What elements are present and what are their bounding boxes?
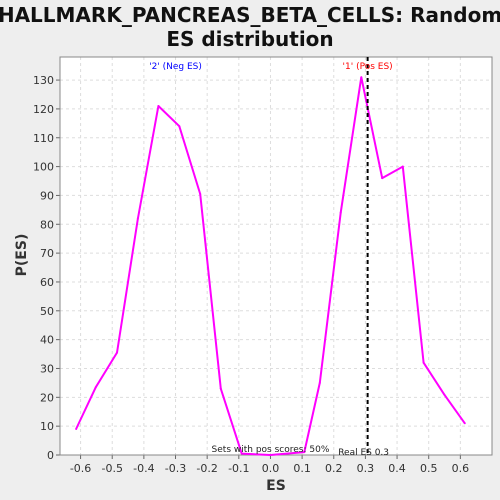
y-tick-label: 130 [33,74,54,87]
plot-area [60,57,492,455]
y-tick-label: 110 [33,132,54,145]
x-tick-label: -0.3 [165,462,186,475]
x-tick-label: 0.3 [357,462,375,475]
data-point [443,393,446,396]
real-es-label: Real ES 0.3 [338,448,389,458]
data-point [219,387,222,390]
data-point [269,454,272,456]
y-tick-label: 0 [47,449,54,462]
x-tick-label: 0.4 [388,462,406,475]
chart-title-line-1: HALLMARK_PANCREAS_BETA_CELLS: Random [0,3,500,27]
data-point [318,381,321,384]
y-tick-label: 50 [40,305,54,318]
data-point [360,76,363,79]
data-point [199,192,202,195]
data-point [75,428,78,431]
data-point [422,361,425,364]
y-tick-label: 30 [40,362,54,375]
y-tick-label: 120 [33,103,54,116]
series-group [75,76,466,456]
x-tick-label: 0.2 [325,462,343,475]
x-tick-label: -0.5 [101,462,122,475]
x-tick-label: 0.0 [262,462,280,475]
y-tick-label: 60 [40,276,54,289]
y-tick-label: 40 [40,334,54,347]
x-tick-label: 0.1 [293,462,311,475]
chart-title-line-2: ES distribution [166,27,333,51]
y-tick-label: 80 [40,218,54,231]
annotations: '2' (Neg ES) '1' (Pos ES) Sets with pos sc… [149,57,393,458]
axes: -0.6 -0.5 -0.4 -0.3 -0.2 -0.1 0.0 0.1 0.2 0.3 0.4 0… [33,56,493,475]
data-point [157,105,160,108]
x-tick-label: 0.6 [452,462,470,475]
x-axis-title: ES [266,478,286,494]
x-tick-label: 0.5 [420,462,438,475]
x-tick-label: -0.6 [70,462,91,475]
y-tick-label: 100 [33,161,54,174]
y-tick-label: 70 [40,247,54,260]
data-point [94,386,97,389]
data-point [401,165,404,168]
y-tick-label: 10 [40,420,54,433]
data-point [240,452,243,455]
y-tick-label: 90 [40,189,54,202]
data-point [303,451,306,454]
pos-es-label: '1' (Pos ES) [343,62,393,72]
neg-es-label: '2' (Neg ES) [149,62,202,72]
y-tick-label: 20 [40,391,54,404]
data-point [115,351,118,354]
x-tick-label: -0.1 [228,462,249,475]
x-tick-label: -0.4 [133,462,154,475]
data-point [381,177,384,180]
x-tick-label: -0.2 [196,462,217,475]
y-axis-title: P(ES) [14,234,30,277]
data-point [339,211,342,214]
data-point [178,125,181,128]
data-point [136,217,139,220]
pos-scores-label: Sets with pos scores: 50% [212,445,330,455]
data-point [463,422,466,425]
